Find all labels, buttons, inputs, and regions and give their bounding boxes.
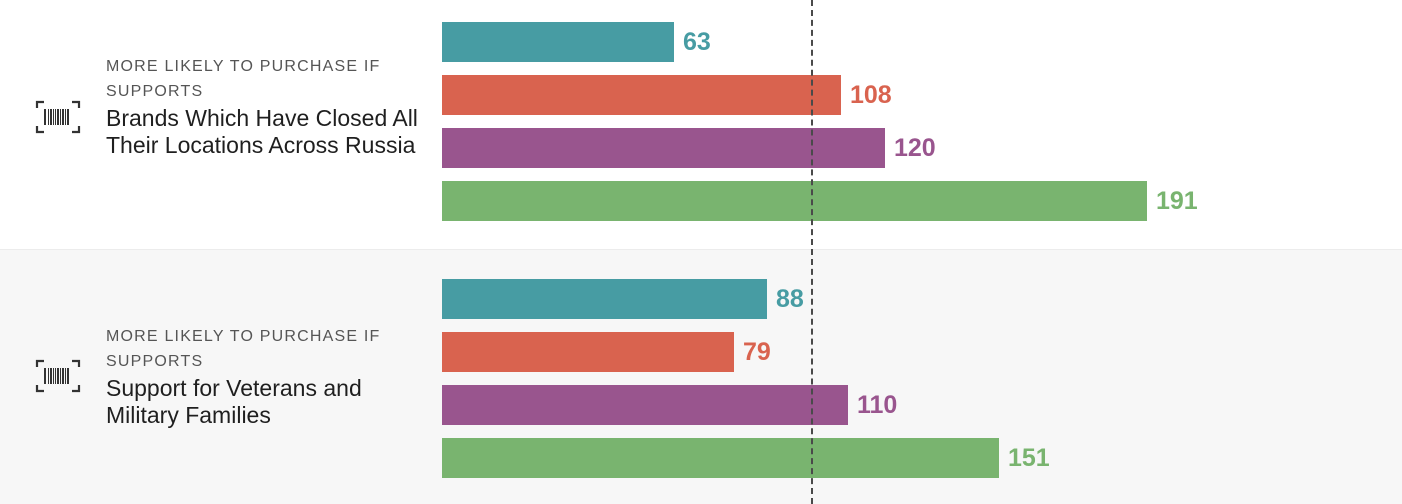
bar: [442, 279, 767, 319]
bar: [442, 332, 734, 372]
bar-value-label: 88: [776, 285, 804, 313]
bar-value-label: 79: [743, 338, 771, 366]
barcode-icon: [35, 100, 81, 134]
group-label-2: MORE LIKELY TO PURCHASE IF SUPPORTS Supp…: [106, 324, 426, 429]
bar-value-label: 191: [1156, 187, 1198, 215]
bar-value-label: 151: [1008, 444, 1050, 472]
group-kicker: MORE LIKELY TO PURCHASE IF SUPPORTS: [106, 328, 381, 370]
bar-value-label: 120: [894, 134, 936, 162]
bar: [442, 181, 1147, 221]
bar: [442, 22, 674, 62]
bar: [442, 385, 848, 425]
bar: [442, 128, 885, 168]
bar: [442, 75, 841, 115]
barcode-icon: [35, 359, 81, 393]
bar-value-label: 110: [857, 391, 898, 419]
group-topic: Support for Veterans and Military Famili…: [106, 375, 362, 428]
group-label-1: MORE LIKELY TO PURCHASE IF SUPPORTS Bran…: [106, 54, 426, 159]
group-topic: Brands Which Have Closed All Their Locat…: [106, 105, 418, 158]
group-kicker: MORE LIKELY TO PURCHASE IF SUPPORTS: [106, 58, 381, 100]
bar: [442, 438, 999, 478]
bar-value-label: 63: [683, 28, 711, 56]
reference-line: [811, 0, 813, 504]
bar-value-label: 108: [850, 81, 892, 109]
